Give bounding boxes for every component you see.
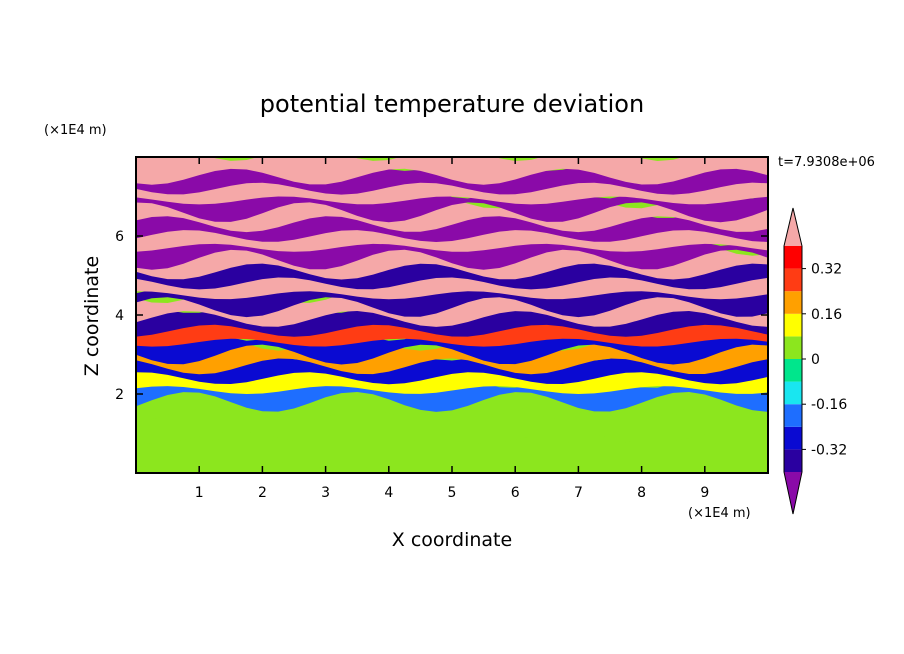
colorbar-segment bbox=[784, 291, 802, 314]
colorbar-segment bbox=[784, 246, 802, 269]
x-tick-label: 3 bbox=[321, 485, 330, 501]
time-label: t=7.9308e+06 bbox=[778, 155, 875, 170]
x-tick-label: 7 bbox=[574, 485, 583, 501]
colorbar-segment bbox=[784, 449, 802, 472]
colorbar-segment bbox=[784, 313, 802, 337]
x-tick-label: 5 bbox=[448, 485, 457, 501]
contour-band bbox=[136, 157, 768, 185]
y-tick-label: 6 bbox=[115, 229, 124, 245]
contour-field bbox=[136, 157, 768, 473]
contour-band bbox=[136, 348, 768, 385]
x-axis-ticks: 1 2 3 4 5 6 7 8 9 bbox=[195, 157, 709, 501]
colorbar-tick-label: -0.32 bbox=[811, 442, 847, 458]
x-tick-label: 2 bbox=[258, 485, 267, 501]
x-tick-label: 8 bbox=[637, 485, 646, 501]
colorbar-segment bbox=[784, 404, 802, 427]
x-tick-label: 1 bbox=[195, 485, 204, 501]
y-unit-label: (×1E4 m) bbox=[44, 123, 107, 138]
colorbar-tick-label: 0.32 bbox=[811, 262, 842, 278]
x-unit-label: (×1E4 m) bbox=[688, 506, 751, 521]
colorbar-tick-label: 0 bbox=[811, 352, 820, 368]
colorbar-segment bbox=[784, 268, 802, 292]
colorbar-segment bbox=[784, 336, 802, 359]
x-tick-label: 4 bbox=[384, 485, 393, 501]
colorbar-segment bbox=[784, 426, 802, 450]
x-tick-label: 6 bbox=[511, 485, 520, 501]
colorbar: 0.32 0.16 0 -0.16 -0.32 bbox=[783, 207, 847, 515]
colorbar-tick-label: -0.16 bbox=[811, 397, 847, 413]
y-axis-ticks: 2 4 6 bbox=[115, 229, 768, 403]
y-tick-label: 2 bbox=[115, 387, 124, 403]
y-tick-label: 4 bbox=[115, 308, 124, 324]
colorbar-min-extension bbox=[784, 472, 802, 514]
colorbar-tick-label: 0.16 bbox=[811, 307, 842, 323]
colorbar-max-extension bbox=[784, 208, 802, 246]
colorbar-segment bbox=[784, 381, 802, 405]
y-axis-label: Z coordinate bbox=[81, 256, 103, 376]
contour-band bbox=[136, 437, 768, 470]
contour-band bbox=[136, 178, 768, 223]
x-tick-label: 9 bbox=[700, 485, 709, 501]
x-axis-label: X coordinate bbox=[392, 529, 512, 551]
chart-title: potential temperature deviation bbox=[260, 90, 644, 118]
colorbar-outline bbox=[783, 207, 803, 515]
colorbar-segment bbox=[784, 359, 802, 382]
